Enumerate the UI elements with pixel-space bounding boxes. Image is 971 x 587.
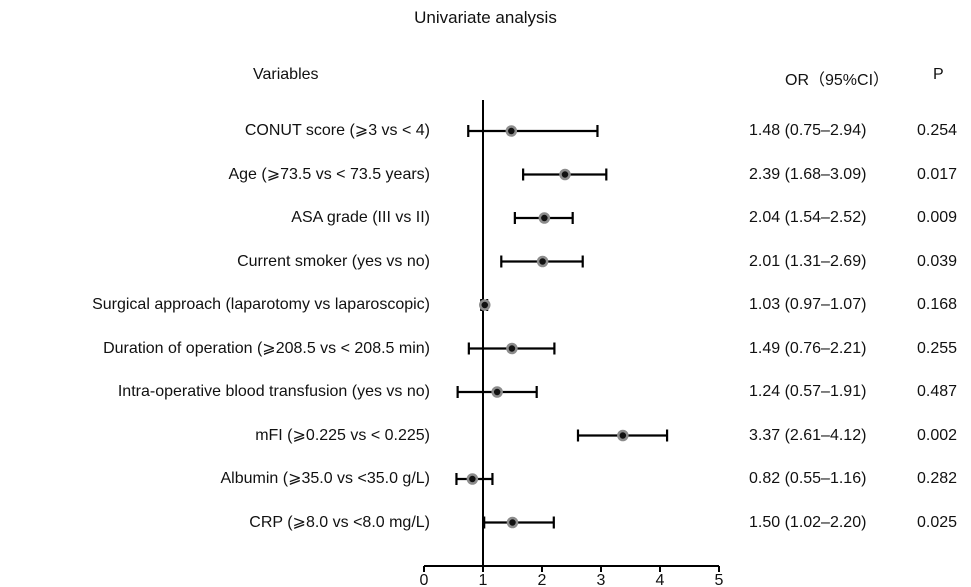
p-value: 0.017 — [917, 165, 958, 183]
or-ci-header: OR（95%CI） — [785, 72, 890, 89]
variable-label: Duration of operation (⩾208.5 vs < 208.5… — [103, 339, 430, 357]
p-value: 0.009 — [917, 209, 958, 226]
variable-label: Surgical approach (laparotomy vs laparos… — [92, 296, 430, 313]
or-point-marker — [559, 168, 571, 181]
p-value: 0.025 — [917, 513, 958, 531]
or-ci-value: 1.03 (0.97–1.07) — [749, 296, 867, 313]
x-axis-tick-label: 4 — [656, 572, 665, 587]
or-ci-value: 2.01 (1.31–2.69) — [749, 252, 867, 270]
or-point-marker — [538, 212, 551, 224]
or-ci-value: 0.82 (0.55–1.16) — [749, 470, 867, 487]
or-ci-value: 1.48 (0.75–2.94) — [749, 122, 867, 139]
or-point-marker — [536, 255, 549, 268]
or-point-marker — [491, 386, 503, 398]
x-axis-tick-label: 1 — [479, 572, 488, 587]
variable-label: Intra-operative blood transfusion (yes v… — [117, 383, 430, 400]
variable-label: ASA grade (III vs II) — [291, 209, 430, 226]
variable-label: CONUT score (⩾3 vs < 4) — [244, 122, 430, 139]
or-ci-value: 1.24 (0.57–1.91) — [749, 383, 867, 400]
variable-label: mFI (⩾0.225 vs < 0.225) — [255, 426, 430, 444]
or-point-marker — [466, 473, 479, 485]
variable-label: Age (⩾73.5 vs < 73.5 years) — [228, 165, 430, 183]
or-point-marker — [479, 299, 491, 311]
or-ci-value: 3.37 (2.61–4.12) — [749, 426, 867, 444]
p-value: 0.002 — [917, 426, 958, 444]
p-value: 0.487 — [917, 383, 958, 400]
variable-label: CRP (⩾8.0 vs <8.0 mg/L) — [249, 513, 430, 531]
x-axis-tick-label: 2 — [538, 572, 547, 587]
or-ci-value: 2.04 (1.54–2.52) — [749, 209, 867, 226]
or-ci-value: 1.50 (1.02–2.20) — [749, 513, 867, 531]
variables-header: Variables — [253, 66, 319, 83]
chart-title: Univariate analysis — [414, 8, 557, 27]
variable-label: Albumin (⩾35.0 vs <35.0 g/L) — [220, 470, 430, 487]
or-point-marker — [505, 125, 518, 137]
p-value: 0.255 — [917, 339, 958, 357]
x-axis-tick-label: 3 — [597, 572, 606, 587]
or-ci-value: 2.39 (1.68–3.09) — [749, 165, 867, 183]
or-point-marker — [617, 429, 629, 442]
or-point-marker — [506, 342, 518, 355]
or-ci-value: 1.49 (0.76–2.21) — [749, 339, 867, 357]
or-point-marker — [506, 516, 519, 529]
p-value: 0.254 — [917, 122, 958, 139]
p-value: 0.282 — [917, 470, 958, 487]
variable-label: Current smoker (yes vs no) — [237, 252, 430, 270]
p-value: 0.039 — [917, 252, 958, 270]
x-axis-tick-label: 0 — [420, 572, 429, 587]
p-value-header: P — [933, 66, 944, 83]
x-axis-tick-label: 5 — [715, 572, 724, 587]
p-value: 0.168 — [917, 296, 958, 313]
